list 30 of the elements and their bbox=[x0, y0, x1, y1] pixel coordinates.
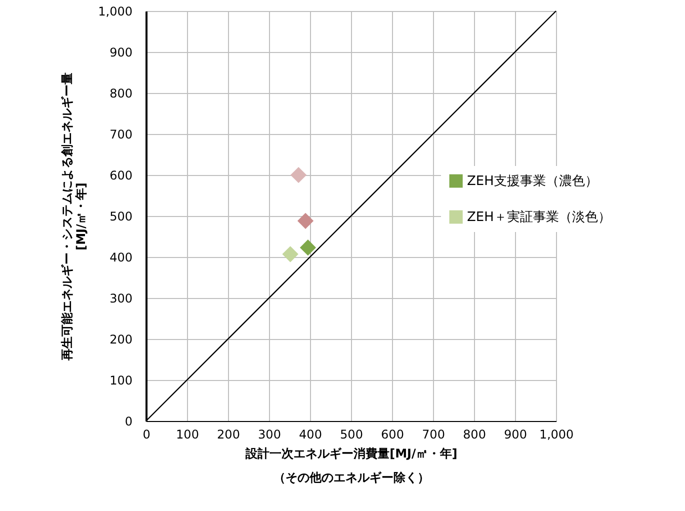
x-tick-label: 100 bbox=[176, 428, 199, 442]
x-tick-label: 400 bbox=[299, 428, 322, 442]
x-tick-label: 900 bbox=[504, 428, 527, 442]
x-tick-label: 0 bbox=[142, 428, 150, 442]
point bbox=[300, 240, 316, 256]
y-tick-label: 800 bbox=[110, 86, 132, 100]
legend-label: ZEH＋実証事業（淡色） bbox=[467, 209, 611, 225]
point bbox=[297, 212, 314, 229]
y-tick-label: 1,000 bbox=[98, 4, 132, 18]
point bbox=[282, 246, 298, 262]
y-tick-label: 300 bbox=[110, 292, 132, 306]
x-tick-label: 300 bbox=[258, 428, 281, 442]
y-axis-title: 再生可能エネルギー・システムによる創エネルギー量 [MJ/㎡・年] bbox=[60, 72, 88, 362]
y-tick-label: 900 bbox=[110, 46, 132, 60]
x-axis-title: 設計一次エネルギー消費量[MJ/㎡・年] （その他のエネルギー除く） bbox=[244, 446, 458, 484]
y-tick-label: 400 bbox=[110, 250, 132, 264]
y-tick-label: 600 bbox=[110, 168, 132, 182]
x-tick-label: 500 bbox=[340, 428, 363, 442]
x-tick-label: 1,000 bbox=[539, 428, 574, 442]
y-tick-label: 200 bbox=[110, 332, 132, 346]
legend-label: ZEH支援事業（濃色） bbox=[467, 174, 598, 189]
y-tick-label: 0 bbox=[124, 414, 132, 428]
x-tick-label: 700 bbox=[422, 428, 445, 442]
y-tick-label: 700 bbox=[110, 128, 132, 142]
y-tick-label: 500 bbox=[110, 210, 132, 224]
x-tick-label: 800 bbox=[463, 428, 486, 442]
point bbox=[290, 166, 307, 184]
y-tick-label: 100 bbox=[110, 374, 132, 388]
x-tick-label: 200 bbox=[217, 428, 240, 442]
x-tick-label: 600 bbox=[381, 428, 404, 442]
